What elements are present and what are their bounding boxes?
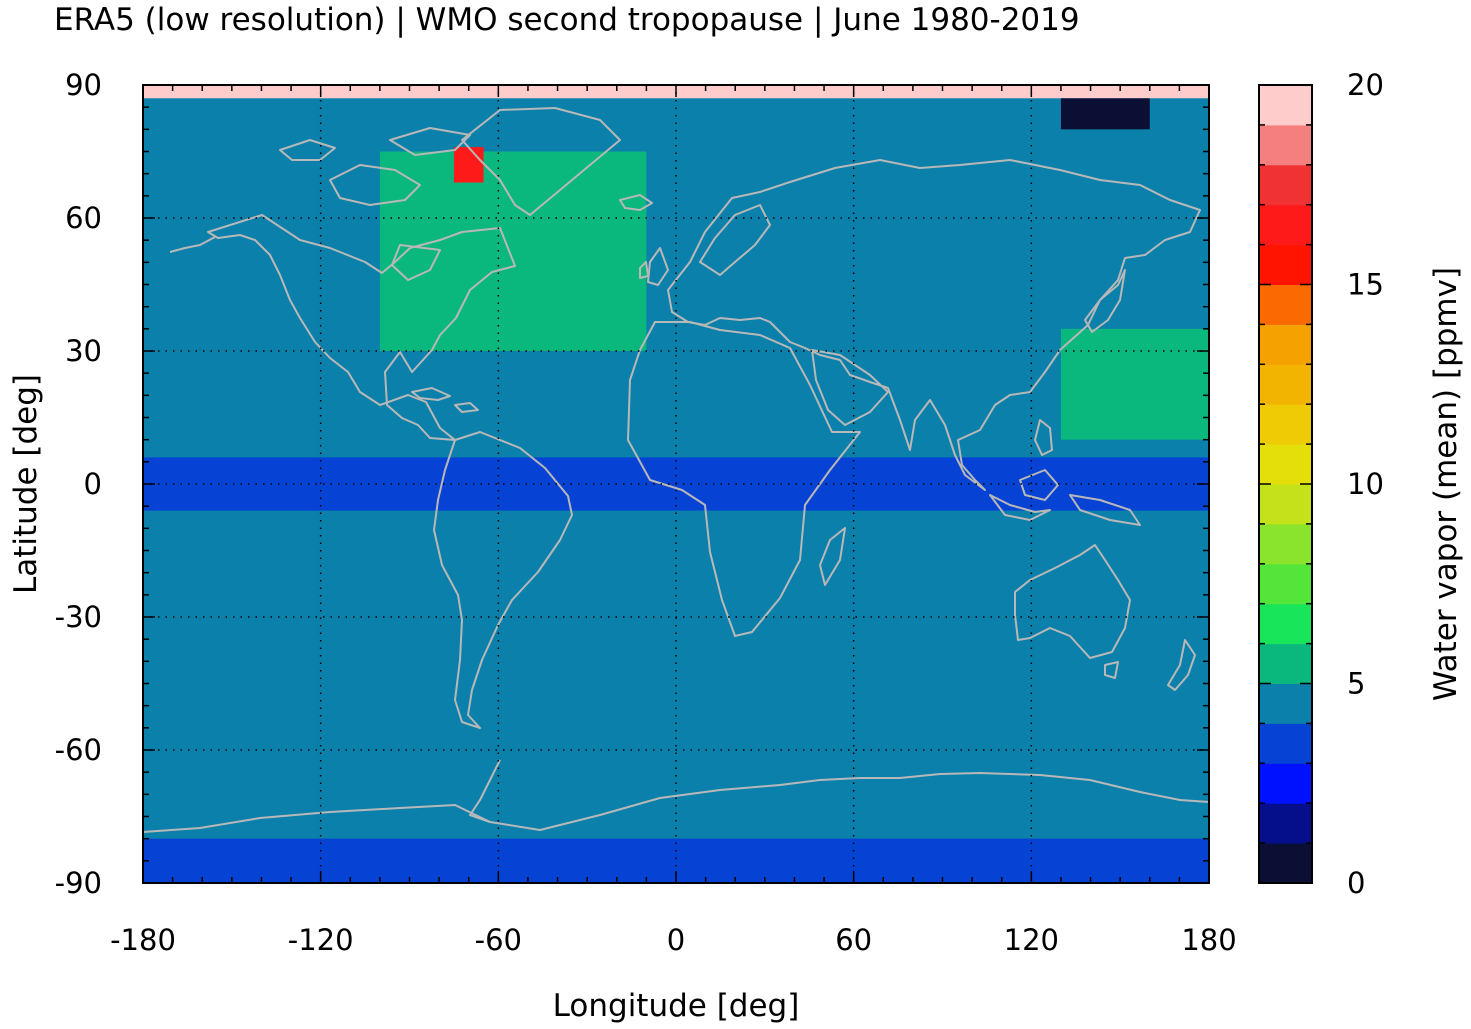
colorbar-swatch (1259, 843, 1312, 884)
colorbar-swatch (1259, 683, 1312, 724)
x-tick-label: 180 (1181, 923, 1236, 957)
y-axis-label: Latitude [deg] (8, 374, 44, 594)
y-tick-label: 30 (65, 334, 102, 368)
colorbar-swatch (1259, 244, 1312, 285)
colorbar-swatch (1259, 324, 1312, 365)
x-tick-label: -180 (110, 923, 176, 957)
colorbar-tick-labels: 20 15 10 5 0 (1347, 68, 1384, 900)
colorbar-swatch (1259, 164, 1312, 206)
colorbar-swatch (1259, 603, 1312, 645)
x-tick-label: -120 (288, 923, 354, 957)
colorbar-tick-label: 15 (1347, 268, 1384, 302)
colorbar-swatch (1259, 484, 1312, 525)
colorbar-swatch (1259, 404, 1312, 445)
y-tick-label: -60 (55, 733, 102, 767)
colorbar-tick-label: 10 (1347, 467, 1384, 501)
colorbar-swatch (1259, 444, 1312, 485)
x-axis-tick-labels: -180 -120 -60 0 60 120 180 (110, 923, 1237, 957)
y-axis-tick-labels: 90 60 30 0 -30 -60 -90 (55, 68, 102, 900)
axis-ticks (142, 84, 1210, 884)
colorbar-swatch (1259, 643, 1312, 684)
colorbar-swatch (1259, 364, 1312, 405)
colorbar-tick-label: 5 (1347, 667, 1365, 701)
colorbar-tick-label: 0 (1347, 866, 1365, 900)
colorbar-swatch (1259, 523, 1312, 565)
y-tick-label: -30 (55, 600, 102, 634)
x-tick-label: 120 (1004, 923, 1059, 957)
colorbar-swatch (1259, 803, 1312, 844)
chart-title: ERA5 (low resolution) | WMO second tropo… (54, 2, 1080, 38)
colorbar-swatch (1259, 763, 1312, 804)
colorbar-label: Water vapor (mean) [ppmv] (1428, 267, 1464, 701)
colorbar-tick-label: 20 (1347, 68, 1384, 102)
field-region-6 (1060, 98, 1150, 130)
x-tick-label: 0 (667, 923, 685, 957)
field-region-4 (453, 147, 484, 183)
colorbar-swatch (1259, 563, 1312, 605)
x-tick-label: 60 (835, 923, 872, 957)
grid-lines (143, 85, 1209, 883)
y-tick-label: -90 (55, 866, 102, 900)
colorbar-swatch (1259, 124, 1312, 166)
field-region-7 (1060, 328, 1209, 440)
x-tick-label: -60 (475, 923, 522, 957)
colorbar (1258, 84, 1313, 884)
colorbar-swatch (1259, 284, 1312, 325)
y-tick-label: 60 (65, 201, 102, 235)
colorbar-swatch (1259, 723, 1312, 764)
colorbar-swatch (1259, 85, 1312, 126)
field-region-3 (379, 151, 647, 351)
colorbar-swatch (1259, 204, 1312, 246)
x-axis-label: Longitude [deg] (553, 988, 800, 1024)
y-tick-label: 0 (84, 467, 102, 501)
coastlines (143, 107, 1209, 833)
y-tick-label: 90 (65, 68, 102, 102)
